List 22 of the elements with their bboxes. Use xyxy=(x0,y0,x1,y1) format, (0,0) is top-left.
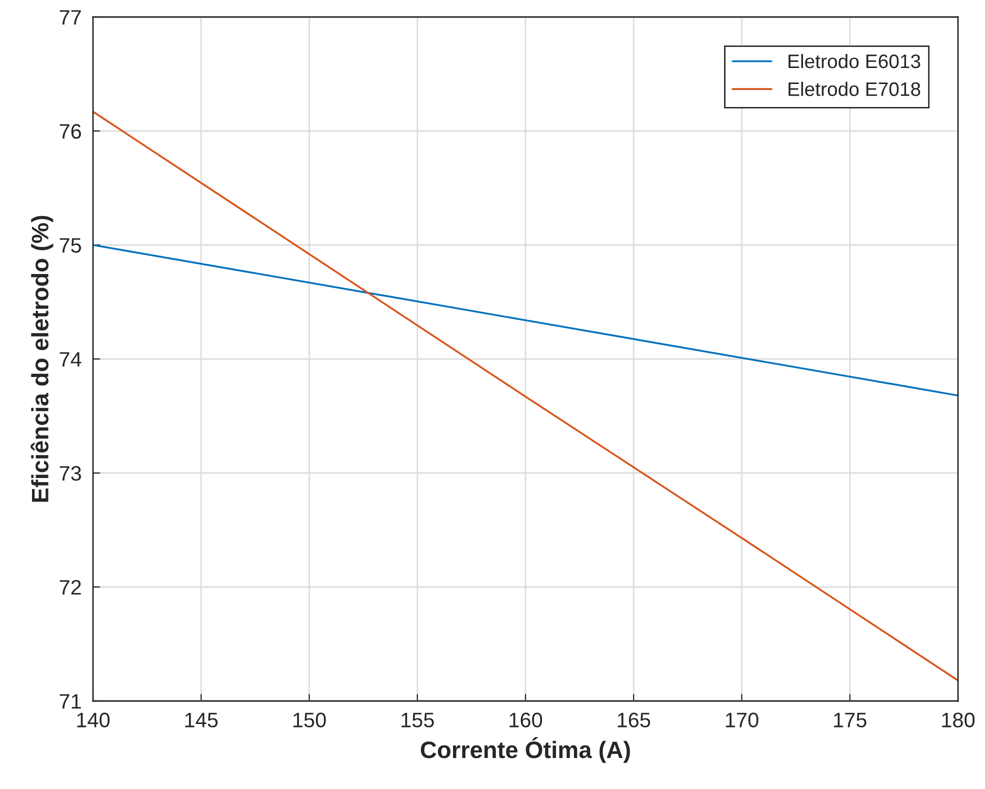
x-axis-title: Corrente Ótima (A) xyxy=(420,737,630,763)
y-tick-label: 71 xyxy=(60,694,81,709)
legend-label: Eletrodo E6013 xyxy=(788,54,920,68)
y-tick-label: 73 xyxy=(60,466,81,481)
x-tick-label: 140 xyxy=(77,712,110,728)
x-tick-label: 145 xyxy=(185,712,218,728)
line-series xyxy=(93,110,958,682)
x-tick-label: 150 xyxy=(293,712,326,728)
x-tick-label: 175 xyxy=(834,712,866,728)
y-tick-label: 77 xyxy=(60,10,81,25)
y-tick-label: 72 xyxy=(60,580,81,595)
y-tick-label: 76 xyxy=(60,124,81,139)
x-tick-label: 155 xyxy=(402,712,434,728)
y-axis-title: Eficiência do eletrodo (%) xyxy=(30,216,54,502)
x-tick-label: 170 xyxy=(726,712,758,728)
line-series xyxy=(93,244,958,396)
x-tick-label: 160 xyxy=(510,712,542,728)
legend-label: Eletrodo E7018 xyxy=(788,82,920,96)
y-tick-label: 75 xyxy=(60,238,82,253)
x-tick-label: 180 xyxy=(942,712,975,728)
y-tick-label: 74 xyxy=(60,352,82,367)
x-tick-label: 165 xyxy=(618,712,650,728)
